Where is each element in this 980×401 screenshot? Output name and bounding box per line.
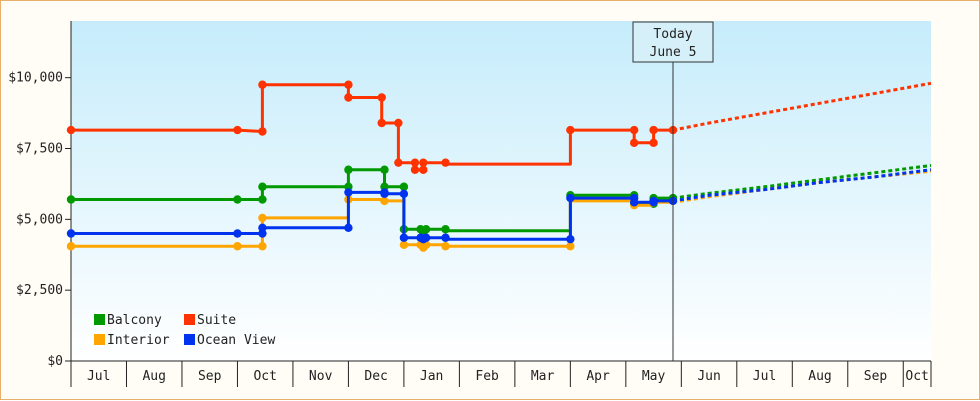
- x-tick-label: Mar: [531, 369, 555, 384]
- data-point: [421, 225, 431, 234]
- y-tick-label: $2,500: [16, 283, 63, 298]
- data-point: [380, 189, 389, 199]
- x-tick-label: Jan: [420, 369, 443, 384]
- legend-label: Balcony: [107, 313, 162, 328]
- today-marker: Today June 5: [632, 21, 714, 361]
- y-tick-label: $0: [47, 354, 63, 369]
- x-tick-label: Aug: [808, 369, 831, 384]
- forecast-line: [672, 81, 932, 132]
- data-point: [233, 242, 242, 251]
- data-point: [258, 127, 267, 136]
- data-point: [233, 195, 242, 204]
- data-point: [566, 234, 575, 244]
- data-point: [629, 125, 639, 135]
- legend-label: Interior: [107, 333, 170, 348]
- x-axis: Jul Aug Sep Oct Nov Dec Jan Feb Mar Apr May Jun Jul A…: [70, 360, 932, 387]
- x-tick-label: Apr: [586, 369, 610, 384]
- x-tick-label: Dec: [364, 369, 387, 384]
- legend-label: Suite: [197, 313, 236, 328]
- data-point: [629, 198, 639, 207]
- data-point: [441, 233, 450, 242]
- series-layer: [66, 80, 932, 252]
- data-point: [629, 138, 639, 148]
- today-label: Today: [653, 27, 692, 42]
- x-tick-label: Jul: [753, 369, 776, 384]
- data-point: [441, 158, 450, 167]
- x-tick-label: Oct: [905, 369, 928, 384]
- forecast-line: [672, 164, 932, 200]
- forecast-line: [672, 168, 932, 203]
- data-point: [566, 125, 575, 135]
- legend-swatch: [184, 334, 195, 345]
- data-point: [566, 193, 575, 203]
- legend-swatch: [94, 314, 105, 325]
- legend-label: Ocean View: [197, 333, 275, 348]
- data-point: [66, 195, 76, 204]
- data-point: [441, 225, 450, 234]
- x-tick-label: Sep: [864, 369, 888, 384]
- data-point: [410, 165, 420, 174]
- data-point: [649, 125, 658, 135]
- series-suite: [66, 80, 932, 174]
- x-tick-label: Oct: [253, 369, 276, 384]
- data-point: [258, 223, 267, 233]
- data-point: [380, 196, 389, 206]
- data-point: [649, 138, 658, 148]
- data-point: [233, 125, 242, 135]
- data-point: [421, 233, 431, 242]
- y-tick-label: $10,000: [8, 71, 63, 86]
- y-tick-label: $7,500: [16, 142, 63, 157]
- x-tick-label: Jun: [697, 369, 720, 384]
- x-tick-label: Nov: [309, 369, 333, 384]
- data-point: [441, 242, 450, 251]
- data-point: [258, 213, 267, 223]
- x-tick-label: Aug: [142, 369, 165, 384]
- x-tick-label: Sep: [198, 369, 222, 384]
- data-point: [377, 93, 386, 102]
- data-point: [566, 242, 575, 251]
- legend: Balcony Suite Interior Ocean View: [94, 313, 275, 348]
- y-axis: $0 $2,500 $5,000 $7,500 $10,000: [8, 21, 72, 369]
- legend-swatch: [94, 334, 105, 345]
- data-point: [258, 80, 267, 89]
- data-point: [419, 158, 428, 167]
- x-tick-label: Jul: [87, 369, 110, 384]
- data-point: [233, 229, 242, 238]
- data-point: [258, 242, 267, 251]
- data-point: [399, 182, 409, 191]
- data-point: [399, 189, 409, 199]
- x-tick-label: May: [642, 369, 666, 384]
- data-point: [66, 242, 76, 251]
- data-point: [66, 125, 76, 135]
- data-point: [377, 118, 386, 128]
- x-tick-label: Feb: [475, 369, 499, 384]
- data-point: [649, 196, 658, 206]
- data-point: [399, 240, 409, 250]
- data-point: [344, 80, 353, 89]
- y-tick-label: $5,000: [16, 212, 63, 227]
- today-date: June 5: [650, 45, 697, 60]
- data-point: [394, 118, 403, 128]
- data-point: [344, 223, 353, 233]
- data-point: [344, 93, 353, 102]
- data-point: [344, 165, 353, 174]
- series-ocean-view: [66, 168, 932, 244]
- data-point: [258, 182, 267, 191]
- legend-swatch: [184, 314, 195, 325]
- data-point: [394, 158, 403, 167]
- plot-area: [71, 21, 931, 361]
- data-point: [410, 158, 420, 167]
- data-point: [258, 195, 267, 204]
- data-point: [380, 165, 389, 174]
- data-point: [344, 188, 353, 197]
- data-point: [419, 165, 428, 174]
- today-callout-box: [632, 21, 714, 63]
- data-point: [399, 233, 409, 242]
- data-point: [66, 229, 76, 238]
